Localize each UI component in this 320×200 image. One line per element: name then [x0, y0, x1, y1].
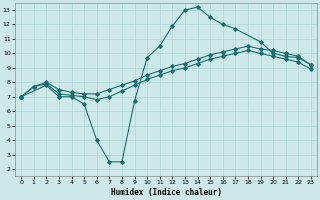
- X-axis label: Humidex (Indice chaleur): Humidex (Indice chaleur): [110, 188, 221, 197]
